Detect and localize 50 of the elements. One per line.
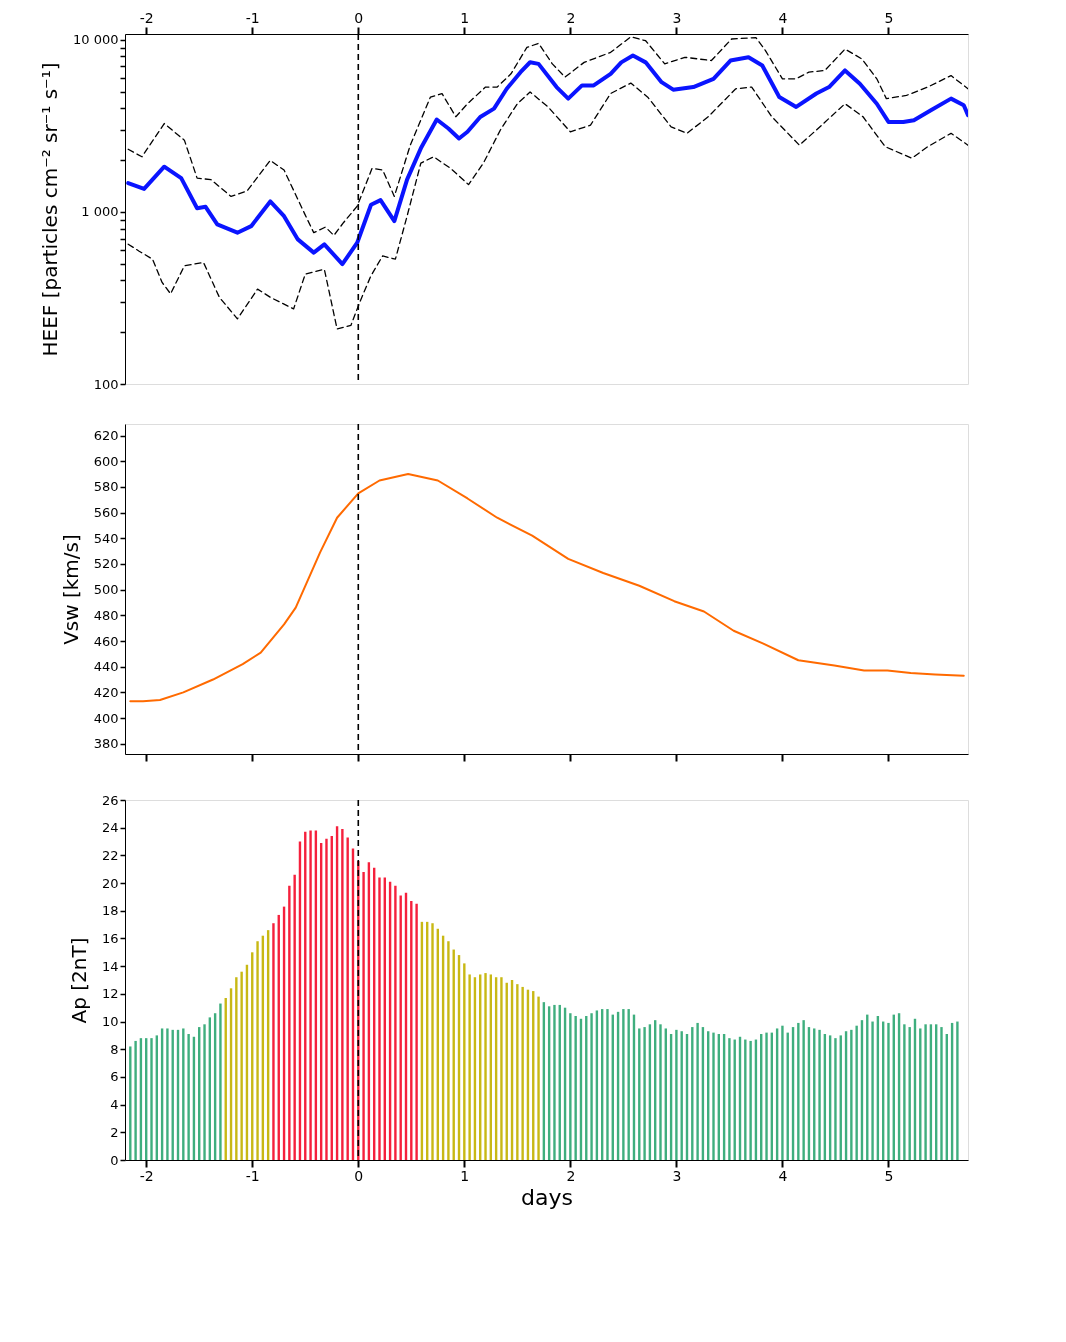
y-tick-label: 22 (101, 847, 119, 863)
y-tick-label: 420 (93, 684, 119, 700)
y-tick-label: 460 (93, 633, 119, 649)
y-tick-label: 8 (110, 1041, 119, 1057)
y-tick-label: 500 (93, 582, 119, 598)
y-tick-label: 4 (110, 1097, 119, 1113)
y-axis-title: HEEF [particles cm⁻² sr⁻¹ s⁻¹] (38, 62, 63, 357)
x-tick-label: 2 (566, 1167, 576, 1184)
y-tick-label: 560 (93, 505, 119, 521)
y-tick-label: 16 (101, 930, 119, 946)
y-tick-label: 440 (93, 659, 119, 675)
y-tick-label: 600 (93, 453, 119, 469)
y-tick-label: 2 (110, 1124, 119, 1140)
y-tick-label: 1 000 (81, 204, 119, 220)
y-tick-label: 520 (93, 556, 119, 572)
x-tick-label: 1 (460, 1167, 470, 1184)
x-tick-label: 4 (778, 1167, 788, 1184)
x-tick-label: 3 (672, 9, 682, 26)
x-tick-label: -1 (245, 1167, 260, 1184)
x-tick-label: 5 (884, 9, 894, 26)
y-tick-label: 100 (93, 376, 119, 392)
x-tick-label: 0 (354, 1167, 364, 1184)
x-tick-label: -2 (139, 1167, 154, 1184)
y-tick-label: 26 (101, 792, 119, 808)
y-tick-label: 540 (93, 530, 119, 546)
x-tick-label: 1 (460, 9, 470, 26)
y-tick-label: 14 (101, 958, 119, 974)
x-axis-title: days (521, 1184, 573, 1210)
x-tick-label: 5 (884, 1167, 894, 1184)
y-tick-label: 6 (110, 1069, 119, 1085)
y-tick-label: 400 (93, 710, 119, 726)
y-tick-label: 24 (101, 820, 119, 836)
y-tick-label: 10 000 (73, 32, 119, 48)
y-tick-label: 10 (101, 1014, 119, 1030)
x-tick-label: 2 (566, 9, 576, 26)
x-tick-label: -2 (139, 9, 154, 26)
y-tick-label: 380 (93, 736, 119, 752)
y-tick-label: 20 (101, 875, 119, 891)
y-tick-label: 480 (93, 607, 119, 623)
y-tick-label: 620 (93, 428, 119, 444)
y-tick-label: 12 (101, 986, 119, 1002)
x-tick-label: 0 (354, 9, 364, 26)
y-tick-label: 18 (101, 903, 119, 919)
y-axis-title: Vsw [km/s] (58, 534, 83, 645)
x-tick-label: -1 (245, 9, 260, 26)
y-tick-label: 580 (93, 479, 119, 495)
y-tick-label: 0 (110, 1152, 119, 1168)
y-axis-title: Ap [2nT] (66, 937, 91, 1024)
x-tick-label: 3 (672, 1167, 682, 1184)
x-tick-label: 4 (778, 9, 788, 26)
